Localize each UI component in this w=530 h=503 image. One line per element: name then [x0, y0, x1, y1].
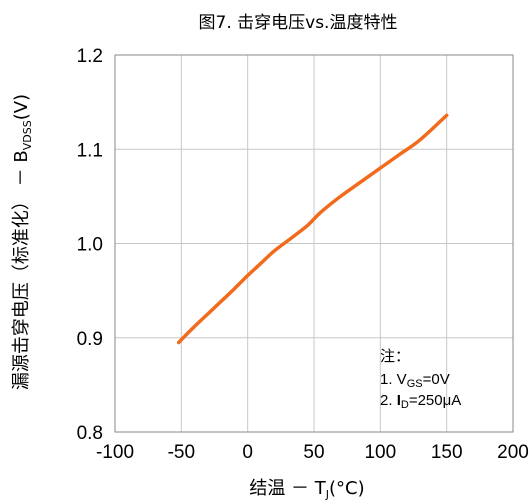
series-layer — [176, 113, 449, 345]
x-tick-label: -100 — [96, 442, 134, 463]
x-tick-label: 150 — [431, 442, 463, 463]
y-axis-title-sub: VDSS — [21, 120, 34, 150]
x-axis-title-suffix: (°C) — [329, 478, 365, 499]
y-axis-title: 漏源击穿电压（标准化） － BVDSS(V) — [11, 94, 34, 390]
note-line-1: 1. VGS=0V — [380, 371, 450, 390]
x-tick-label: -50 — [168, 442, 195, 463]
y-tick-label: 1.2 — [77, 46, 103, 67]
note-title: 注： — [380, 348, 410, 365]
x-tick-label: 50 — [303, 442, 324, 463]
chart-title: 图7. 击穿电压vs.温度特性 — [199, 13, 398, 33]
tick-labels: -100 -50 0 50 100 150 200 0.8 0.9 1.0 1.1 1.2 — [77, 46, 529, 463]
note-line-1-sub: GS — [407, 378, 423, 390]
note-line-2-prefix: 2. — [380, 392, 397, 409]
x-axis-title-sub: J — [325, 488, 329, 501]
y-tick-label: 1.1 — [77, 140, 103, 161]
x-tick-label: 200 — [497, 442, 529, 463]
note-line-2: 2. ID=250μA — [380, 392, 461, 411]
note-line-1-prefix: 1. V — [380, 371, 407, 388]
note-line-1-suffix: =0V — [423, 371, 450, 388]
series-line — [176, 113, 449, 345]
x-axis-title: 结温 － TJ(°C) — [249, 478, 364, 501]
x-axis-title-prefix: 结温 － T — [249, 478, 326, 499]
note-line-2-suffix: =250μA — [409, 392, 461, 409]
grid — [115, 55, 513, 432]
y-axis-title-suffix: (V) — [11, 94, 32, 120]
note-line-2-sub: D — [401, 399, 409, 411]
conditions-note: 注： 1. VGS=0V 2. ID=250μA — [380, 348, 461, 411]
x-tick-label: 100 — [364, 442, 396, 463]
y-tick-label: 0.8 — [77, 423, 103, 444]
y-tick-label: 0.9 — [77, 329, 103, 350]
y-tick-label: 1.0 — [77, 235, 103, 256]
note-line-2-bold: I — [397, 392, 401, 409]
y-axis-title-prefix: 漏源击穿电压（标准化） － B — [11, 150, 32, 390]
x-tick-label: 0 — [242, 442, 253, 463]
plot-frame — [114, 54, 514, 433]
